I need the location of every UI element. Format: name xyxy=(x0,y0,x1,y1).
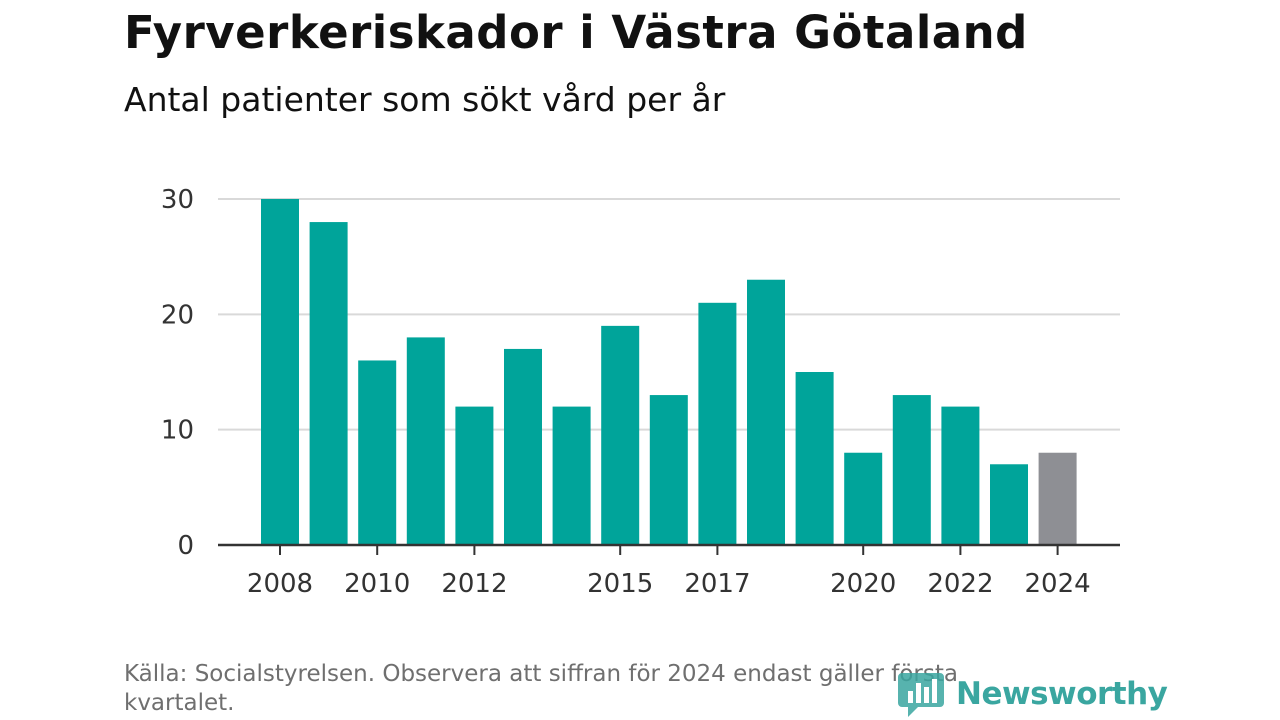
bar-2013 xyxy=(504,348,542,545)
x-tick-label-2012: 2012 xyxy=(441,569,507,599)
bar-chart-logo-icon xyxy=(898,673,944,717)
bars xyxy=(261,199,1077,546)
bar-2017 xyxy=(698,302,737,545)
bar-2019 xyxy=(795,372,834,545)
x-tick-label-2024: 2024 xyxy=(1025,569,1091,599)
bar-chart: 0 10 20 30 2008 2010 2012 2015 2017 2020 2022 2024 xyxy=(161,185,1120,599)
y-tick-label-10: 10 xyxy=(161,416,194,446)
bar-2016 xyxy=(649,395,688,545)
brand-name: Newsworthy xyxy=(956,676,1168,712)
x-tick-label-2017: 2017 xyxy=(684,569,750,599)
bar-2022 xyxy=(941,406,980,545)
bar-2012 xyxy=(455,406,494,545)
bar-2010 xyxy=(358,360,397,545)
bar-2018 xyxy=(747,279,785,545)
x-tick-label-2022: 2022 xyxy=(927,569,993,599)
gridlines xyxy=(218,198,1120,431)
bar-2011 xyxy=(406,337,445,545)
axes: 0 10 20 30 2008 2010 2012 2015 2017 2020 2022 2024 xyxy=(161,185,1120,599)
y-tick-label-30: 30 xyxy=(161,185,194,215)
bar-2009 xyxy=(309,222,348,546)
bar-2023 xyxy=(990,464,1028,545)
y-tick-label-0: 0 xyxy=(177,531,194,561)
x-tick-label-2020: 2020 xyxy=(830,569,896,599)
bar-2014 xyxy=(552,406,591,545)
x-tick-label-2008: 2008 xyxy=(247,569,313,599)
bar-2024 xyxy=(1038,452,1077,545)
source-note: Källa: Socialstyrelsen. Observera att si… xyxy=(124,661,958,716)
chart-subtitle: Antal patienter som sökt vård per år xyxy=(124,80,726,119)
y-tick-label-20: 20 xyxy=(161,300,194,330)
bar-2020 xyxy=(844,452,883,545)
bar-2015 xyxy=(601,325,640,545)
x-tick-label-2015: 2015 xyxy=(587,569,653,599)
bar-2008 xyxy=(261,199,299,545)
newsworthy-logo: Newsworthy xyxy=(898,668,1168,720)
bar-2021 xyxy=(892,395,931,545)
x-tick-label-2010: 2010 xyxy=(344,569,410,599)
chart-title: Fyrverkeriskador i Västra Götaland xyxy=(124,6,1028,59)
